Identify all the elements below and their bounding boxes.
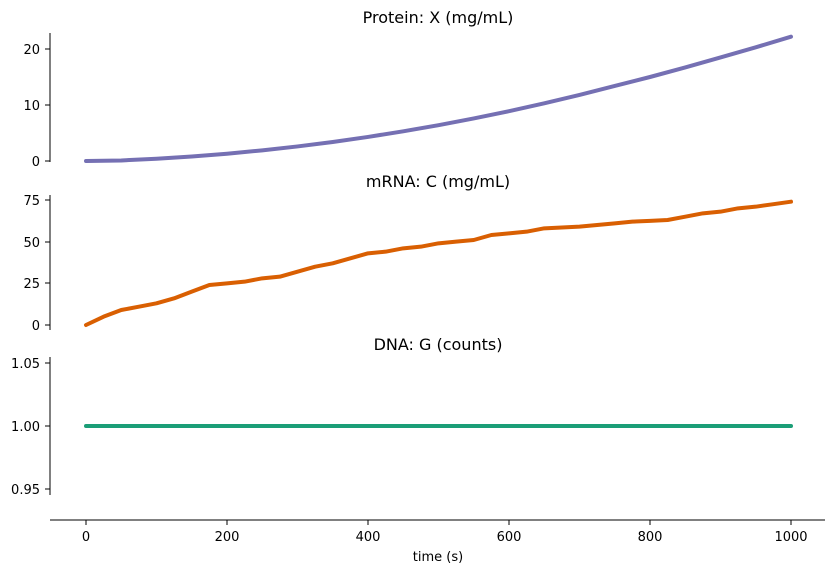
dna-ytick-label-1: 1.00	[11, 420, 40, 435]
panel-dna: DNA: G (counts) 0.95 1.00 1.05	[11, 335, 793, 498]
dna-ytick-label-0: 0.95	[11, 483, 40, 498]
xtick-label-4: 800	[638, 530, 663, 545]
dna-title: DNA: G (counts)	[374, 335, 503, 354]
protein-ytick-label-1: 10	[23, 99, 40, 114]
xtick-label-0: 0	[82, 530, 90, 545]
panel-protein: Protein: X (mg/mL) 0 10 20	[23, 8, 793, 170]
protein-title: Protein: X (mg/mL)	[363, 8, 514, 27]
mrna-ytick-label-3: 75	[23, 194, 40, 209]
dna-ytick-label-2: 1.05	[11, 357, 40, 372]
mrna-ytick-label-1: 25	[23, 277, 40, 292]
protein-series-line	[84, 34, 793, 163]
xtick-label-5: 1000	[774, 530, 807, 545]
xtick-label-1: 200	[215, 530, 240, 545]
protein-y-ticks: 0 10 20	[23, 43, 50, 170]
mrna-title: mRNA: C (mg/mL)	[366, 172, 510, 191]
mrna-ytick-label-2: 50	[23, 236, 40, 251]
x-axis: 0 200 400 600 800 1000 time (s)	[50, 519, 825, 565]
mrna-series-line	[84, 199, 793, 327]
protein-ytick-label-0: 0	[32, 155, 40, 170]
xtick-label-3: 600	[497, 530, 522, 545]
mrna-ytick-label-0: 0	[32, 319, 40, 334]
panel-mrna: mRNA: C (mg/mL) 0 25 50 75	[23, 172, 793, 334]
x-axis-label: time (s)	[413, 550, 463, 565]
mrna-y-ticks: 0 25 50 75	[23, 194, 50, 334]
xtick-label-2: 400	[356, 530, 381, 545]
dna-y-ticks: 0.95 1.00 1.05	[11, 357, 50, 498]
protein-ytick-label-2: 20	[23, 43, 40, 58]
